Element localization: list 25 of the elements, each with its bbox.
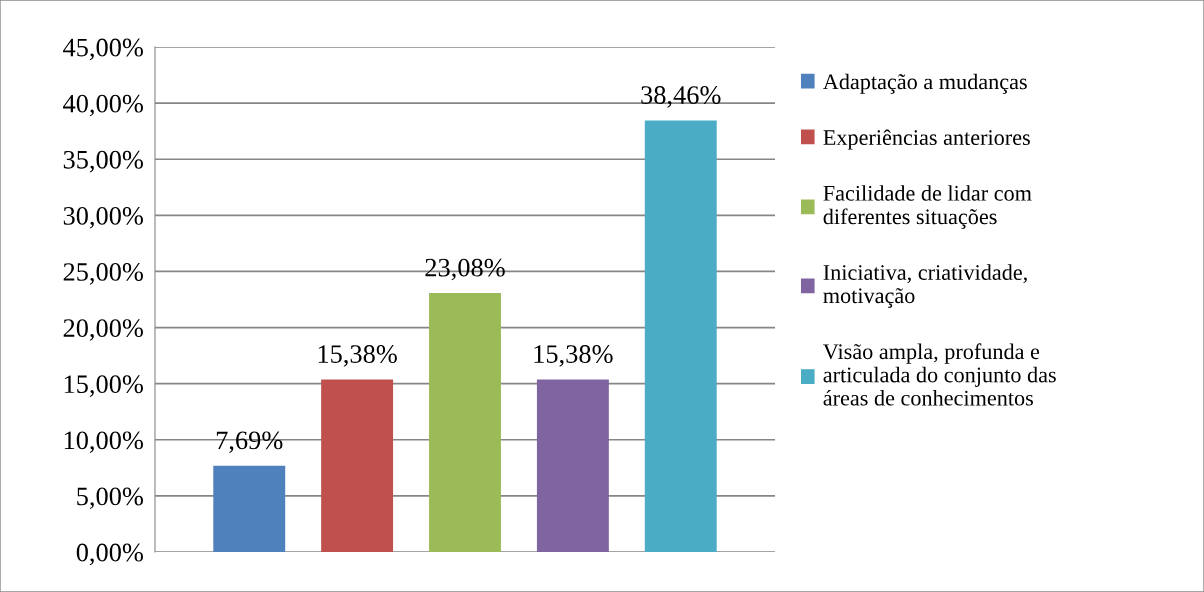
bar [213,465,286,552]
legend-label: Visão ampla, profunda e articulada do conjunto das áreas de conhecimentos [823,343,1056,406]
y-tick-label: 0,00% [76,543,143,566]
legend-label: Experiências anteriores [823,129,1030,150]
y-tick-label: 5,00% [77,487,143,510]
bar [321,379,394,552]
y-tick-label: 30,00% [63,206,143,229]
data-label: 7,69% [216,431,283,454]
y-tick-label: 45,00% [63,38,143,61]
y-tick-label: 35,00% [63,150,143,173]
y-tick-label: 25,00% [63,263,143,285]
data-label: 15,38% [534,345,613,367]
bar [536,379,609,552]
y-tick-label: 10,00% [64,431,143,453]
data-label: 15,38% [318,345,397,367]
legend-label: Facilidade de lidar com diferentes situações [823,185,1032,229]
data-label: 38,46% [641,86,721,108]
legend-label: Iniciativa, criatividade, motivação [823,264,1027,308]
bar [429,292,501,552]
bar [644,120,717,552]
data-label: 23,08% [425,258,505,281]
y-tick-label: 20,00% [63,319,143,341]
legend-label: Adaptação a mudanças [823,73,1027,94]
y-tick-label: 15,00% [64,375,143,397]
y-tick-label: 40,00% [63,94,143,117]
